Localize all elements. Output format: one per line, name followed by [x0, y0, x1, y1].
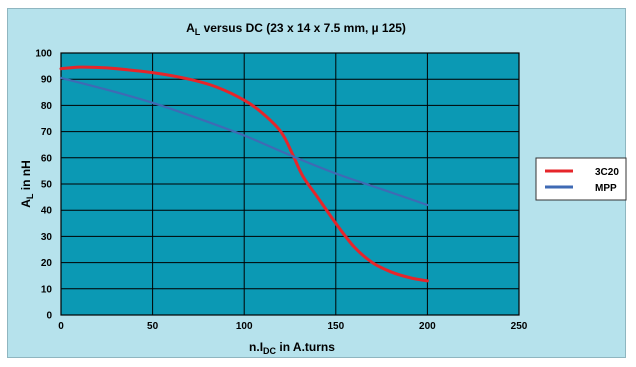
legend-box	[535, 157, 627, 201]
y-tick-label-20: 20	[41, 258, 53, 269]
legend: 3C20 MPP	[535, 157, 627, 201]
y-tick-label-80: 80	[41, 101, 53, 112]
grid-lines	[61, 53, 519, 315]
y-tick-label-10: 10	[41, 284, 53, 295]
y-tick-label-90: 90	[41, 75, 53, 86]
chart-title: AL versus DC (23 x 14 x 7.5 mm, µ 125)	[186, 21, 406, 37]
x-tick-label-250: 250	[511, 321, 528, 332]
x-tick-label-200: 200	[419, 321, 436, 332]
y-axis-label: AL in nH	[19, 160, 35, 208]
series-line-mpp	[59, 76, 429, 207]
x-axis-label: n.IDC in A.turns	[249, 340, 335, 356]
series-line-3c20	[59, 65, 429, 283]
y-tick-label-100: 100	[35, 49, 52, 60]
x-tick-label-150: 150	[327, 321, 344, 332]
x-tick-label-50: 50	[147, 321, 159, 332]
y-tick-label-40: 40	[41, 206, 53, 217]
x-axis-ticks: 0 50 100 150 200 250	[58, 321, 528, 332]
y-tick-label-30: 30	[41, 232, 53, 243]
x-tick-label-0: 0	[58, 321, 64, 332]
legend-label-3c20: 3C20	[595, 167, 619, 178]
x-tick-label-100: 100	[236, 321, 253, 332]
series-lines	[59, 65, 429, 283]
y-tick-label-60: 60	[41, 153, 53, 164]
y-tick-label-0: 0	[46, 311, 52, 322]
y-tick-label-50: 50	[41, 180, 53, 191]
y-tick-label-70: 70	[41, 127, 53, 138]
legend-label-mpp: MPP	[595, 183, 617, 194]
y-axis-ticks: 0 10 20 30 40 50 60 70 80 90 100	[35, 49, 52, 322]
